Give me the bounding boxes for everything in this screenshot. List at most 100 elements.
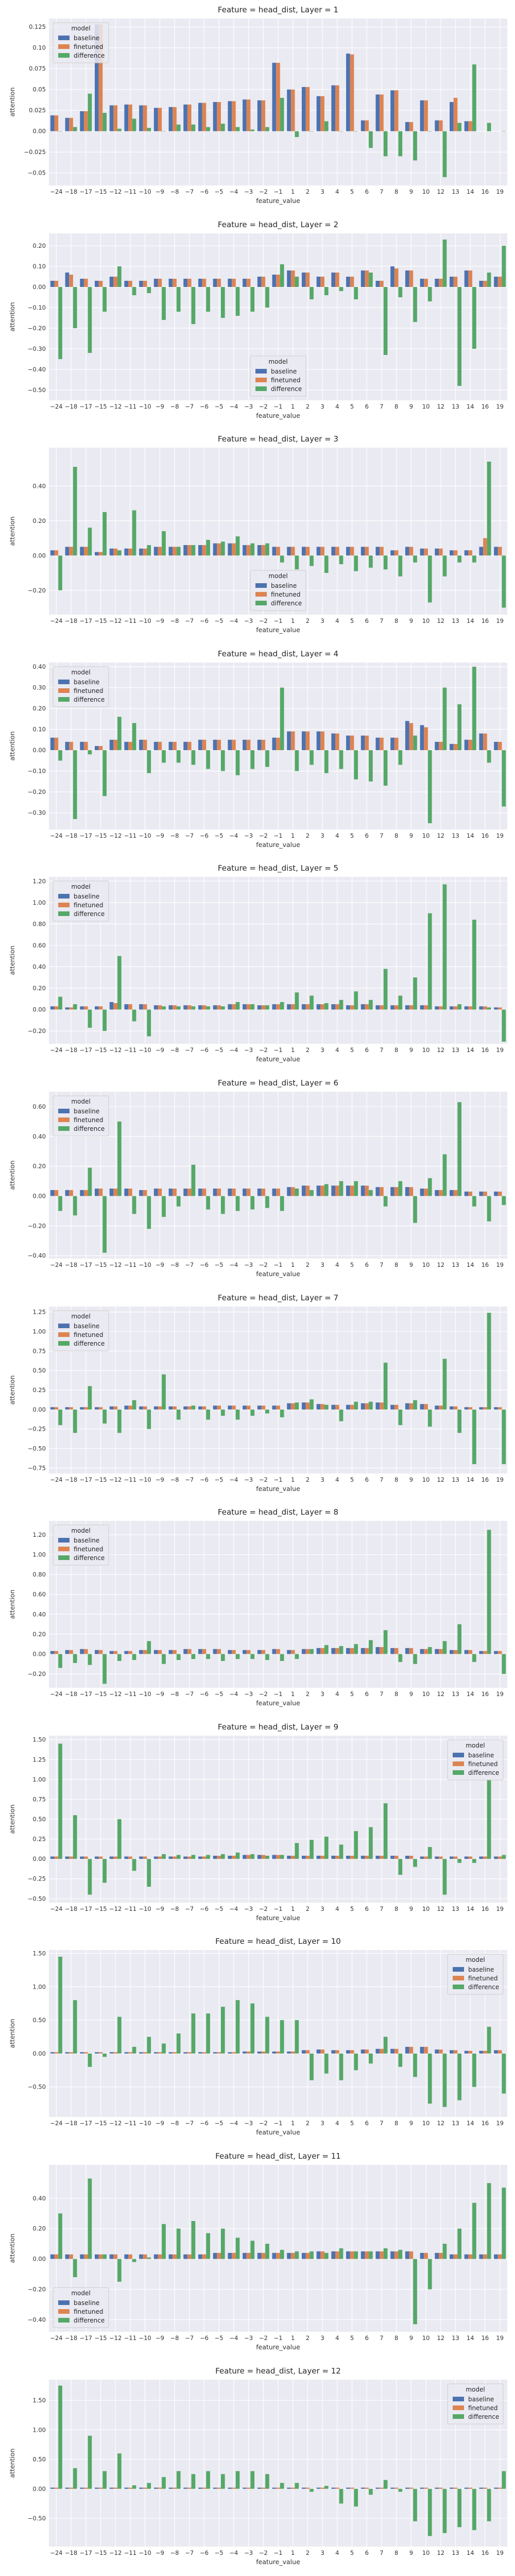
bar-baseline	[390, 2251, 394, 2259]
x-tick-label: −18	[65, 2120, 77, 2127]
x-tick-label: −15	[94, 617, 107, 624]
y-tick-label: 0.30	[32, 684, 46, 691]
bar-baseline	[183, 2052, 187, 2054]
x-tick-label: 10	[422, 2549, 430, 2556]
x-tick-label: −18	[65, 403, 77, 410]
bar-finetuned	[424, 1403, 428, 1410]
bar-difference	[487, 123, 491, 131]
bar-baseline	[287, 2252, 291, 2259]
bar-finetuned	[276, 547, 280, 556]
bar-finetuned	[217, 2052, 221, 2054]
x-tick-label: −2	[259, 1905, 268, 1912]
bar-difference	[117, 956, 122, 1010]
x-tick-label: −15	[94, 188, 107, 195]
x-tick-label: 16	[482, 1476, 489, 1483]
x-tick-label: 7	[380, 1905, 383, 1912]
bar-baseline	[139, 739, 143, 750]
y-tick-label: 0.10	[32, 44, 46, 52]
bar-finetuned	[276, 62, 280, 131]
bar-baseline	[228, 1650, 232, 1654]
bar-baseline	[316, 96, 321, 131]
x-tick-label: 10	[422, 832, 430, 839]
legend-title: model	[71, 1527, 90, 1534]
x-axis-label: feature_value	[256, 2128, 300, 2136]
bar-finetuned	[350, 276, 354, 287]
legend-label-difference: difference	[74, 910, 105, 918]
bar-finetuned	[320, 2487, 324, 2489]
bar-difference	[162, 1854, 166, 1859]
bar-difference	[427, 286, 432, 301]
bar-finetuned	[173, 1856, 177, 1859]
bar-baseline	[420, 2047, 424, 2054]
x-tick-label: −2	[259, 1261, 268, 1268]
x-tick-label: 14	[467, 2549, 474, 2556]
bar-baseline	[450, 1006, 454, 1010]
bar-difference	[162, 1374, 166, 1410]
y-tick-label: −0.25	[28, 1875, 46, 1883]
y-tick-label: −0.20	[28, 1222, 46, 1229]
bar-finetuned	[98, 1856, 103, 1859]
bar-baseline	[316, 1403, 321, 1410]
bar-finetuned	[98, 280, 103, 287]
bar-baseline	[301, 731, 306, 750]
bar-baseline	[124, 1651, 129, 1654]
bar-difference	[132, 2485, 136, 2489]
x-tick-label: 19	[496, 2334, 504, 2342]
x-tick-label: 12	[437, 1476, 444, 1483]
bar-baseline	[213, 543, 217, 556]
x-tick-label: −5	[215, 403, 224, 410]
bar-difference	[502, 2188, 506, 2259]
legend-label-finetuned: finetuned	[468, 1975, 497, 1982]
y-tick-label: 0.40	[32, 1611, 46, 1618]
bar-baseline	[257, 739, 262, 750]
bar-baseline	[301, 2252, 306, 2259]
bar-difference	[310, 750, 314, 765]
bar-finetuned	[143, 1004, 147, 1010]
x-tick-label: 9	[409, 403, 413, 410]
x-tick-label: −7	[185, 2120, 194, 2127]
bar-difference	[442, 1858, 447, 1895]
bar-difference	[354, 1644, 358, 1654]
bar-difference	[265, 1196, 269, 1208]
bar-difference	[58, 1654, 62, 1668]
bar-baseline	[287, 2052, 291, 2054]
x-tick-label: −17	[80, 1690, 92, 1698]
x-tick-label: −8	[170, 2120, 179, 2127]
x-tick-label: −10	[139, 1261, 151, 1268]
x-tick-label: −3	[244, 1690, 253, 1698]
bar-baseline	[139, 1406, 143, 1410]
bar-finetuned	[424, 548, 428, 556]
bar-finetuned	[290, 270, 295, 287]
x-tick-label: 14	[467, 1690, 474, 1698]
bar-baseline	[301, 547, 306, 556]
bar-finetuned	[394, 1648, 399, 1654]
bar-finetuned	[202, 1406, 207, 1410]
bar-finetuned	[483, 2254, 487, 2259]
bar-difference	[176, 1654, 181, 1660]
bar-difference	[265, 127, 269, 131]
bar-difference	[176, 1006, 181, 1010]
x-tick-label: −18	[65, 1261, 77, 1268]
y-tick-label: −0.50	[28, 1895, 46, 1902]
x-tick-label: 7	[380, 832, 383, 839]
bar-baseline	[272, 62, 277, 131]
x-tick-label: 5	[350, 2334, 354, 2342]
y-tick-label: −0.20	[28, 1027, 46, 1035]
x-tick-label: −4	[229, 1905, 238, 1912]
bar-baseline	[287, 731, 291, 750]
bar-difference	[295, 2020, 299, 2054]
bar-baseline	[405, 2047, 409, 2054]
bar-finetuned	[409, 2047, 414, 2054]
bar-finetuned	[217, 1005, 221, 1010]
bar-finetuned	[276, 2487, 280, 2489]
bar-difference	[147, 545, 151, 556]
x-tick-label: −8	[170, 1905, 179, 1912]
bar-finetuned	[202, 2487, 207, 2489]
x-axis-label: feature_value	[256, 1699, 300, 1707]
bar-baseline	[124, 1405, 129, 1410]
x-tick-label: 6	[365, 2120, 369, 2127]
bar-difference	[295, 2482, 299, 2489]
bar-finetuned	[83, 2487, 88, 2489]
bar-baseline	[346, 1185, 350, 1196]
bar-baseline	[124, 2254, 129, 2259]
